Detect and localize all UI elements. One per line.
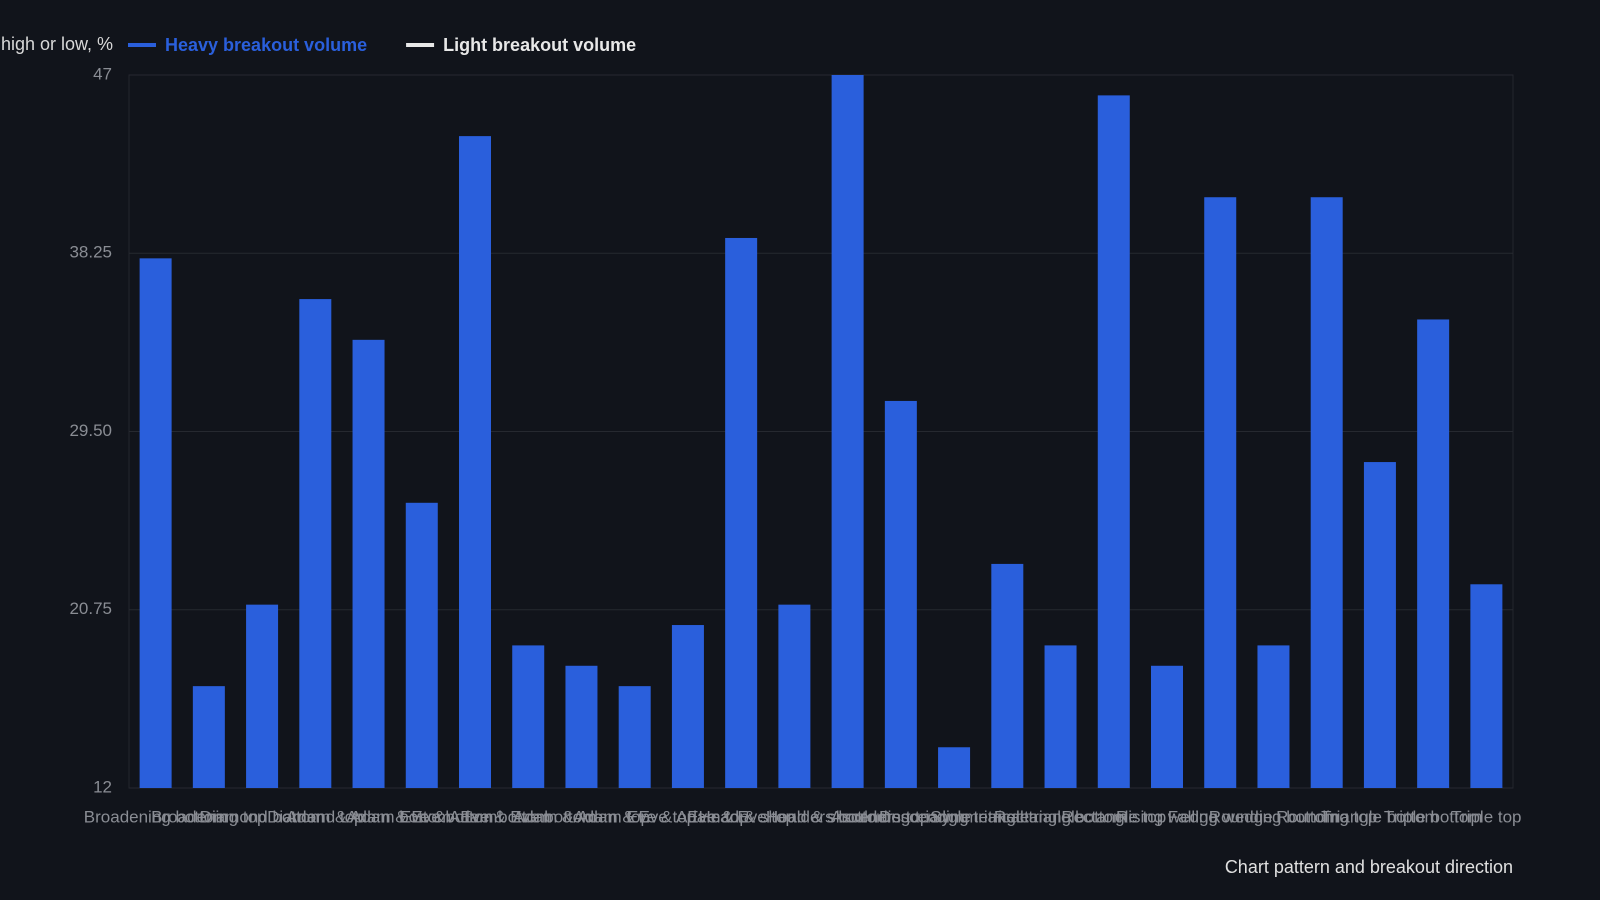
x-tick-label: Eve & Adam top bbox=[627, 807, 749, 826]
bar bbox=[1257, 645, 1290, 788]
y-tick-label: 47 bbox=[93, 64, 112, 83]
x-tick-label: Falling wedge bbox=[1168, 807, 1273, 826]
x-tick-label: Triple top bbox=[1451, 807, 1521, 826]
bar bbox=[618, 686, 651, 788]
y-tick-label: 38.25 bbox=[69, 243, 112, 262]
x-tick-label: Descending triangle bbox=[879, 807, 1029, 826]
x-tick-label: Ascending triangle bbox=[831, 807, 971, 826]
bar bbox=[459, 136, 491, 789]
bar bbox=[1310, 197, 1343, 788]
x-tick-label: Eve & Adam bottom bbox=[400, 807, 550, 826]
x-tick-label: Eve & Eve bottom bbox=[460, 807, 596, 826]
bar bbox=[1151, 665, 1183, 788]
x-tick-label: Adam & Adam bottom bbox=[286, 807, 451, 826]
y-tick-label: 29.50 bbox=[69, 421, 112, 440]
bar bbox=[1470, 584, 1503, 788]
bar bbox=[352, 339, 385, 788]
legend-label: Light breakout volume bbox=[443, 35, 636, 55]
x-tick-label: Rising wedge bbox=[1116, 807, 1218, 826]
bar bbox=[991, 563, 1024, 788]
legend-label: Heavy breakout volume bbox=[165, 35, 367, 55]
x-tick-label: Triple bottom bbox=[1384, 807, 1483, 826]
x-tick-label: Adam & Eve bottom bbox=[346, 807, 497, 826]
x-tick-label: Symmetrical triangle bbox=[930, 807, 1084, 826]
y-axis-label: high or low, % bbox=[1, 34, 113, 54]
x-tick-label: Adam & Eve top bbox=[573, 807, 696, 826]
bar bbox=[565, 665, 598, 788]
bar bbox=[1204, 197, 1237, 788]
bar bbox=[671, 625, 704, 788]
x-tick-label: Triangle bottom bbox=[1321, 807, 1438, 826]
x-tick-label: Broadening top bbox=[151, 807, 266, 826]
bar bbox=[139, 258, 172, 788]
bar bbox=[831, 75, 864, 788]
bar bbox=[192, 686, 225, 788]
x-tick-label: Eve & Eve top bbox=[687, 807, 795, 826]
x-tick-label: Diamond bottom bbox=[200, 807, 325, 826]
y-tick-label: 12 bbox=[93, 777, 112, 796]
bar bbox=[938, 747, 971, 788]
bar bbox=[299, 299, 332, 788]
x-tick-label: Head & shoulders top bbox=[766, 807, 930, 826]
bar bbox=[884, 400, 917, 788]
bar bbox=[778, 604, 811, 788]
bar bbox=[1044, 645, 1077, 788]
bar bbox=[725, 237, 758, 788]
x-tick-label: Rounding bottom bbox=[1209, 807, 1338, 826]
x-tick-label: Diamond top bbox=[267, 807, 363, 826]
x-axis-label: Chart pattern and breakout direction bbox=[1225, 857, 1513, 877]
x-tick-label: Adam & Adam top bbox=[513, 807, 650, 826]
x-tick-label: Rounding top bbox=[1276, 807, 1377, 826]
x-tick-label: Head & shoulders bottom bbox=[698, 807, 890, 826]
bar bbox=[1417, 319, 1450, 788]
bar bbox=[246, 604, 279, 788]
x-tick-label: Rectangle bottom bbox=[994, 807, 1127, 826]
bar bbox=[1363, 462, 1396, 788]
bar bbox=[1097, 95, 1130, 788]
x-tick-label: Rectangle top bbox=[1061, 807, 1166, 826]
bar bbox=[405, 502, 438, 788]
bar bbox=[512, 645, 545, 788]
y-tick-label: 20.75 bbox=[69, 599, 112, 618]
x-tick-label: Broadening bottom bbox=[84, 807, 228, 826]
